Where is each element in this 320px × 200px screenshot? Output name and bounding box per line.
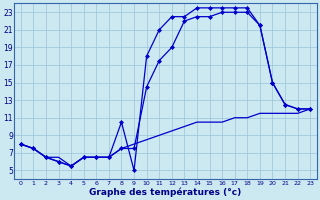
X-axis label: Graphe des températures (°c): Graphe des températures (°c) [89,187,242,197]
